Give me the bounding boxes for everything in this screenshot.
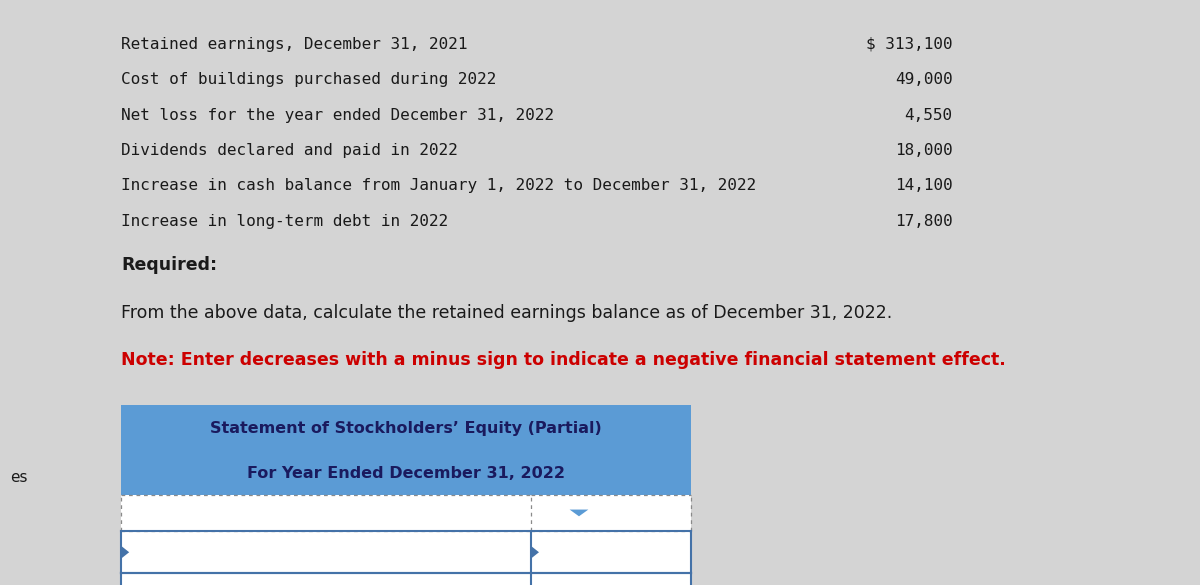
Text: Note: Enter decreases with a minus sign to indicate a negative financial stateme: Note: Enter decreases with a minus sign … [121,352,1006,370]
Polygon shape [570,510,588,517]
Text: 4,550: 4,550 [905,108,953,123]
Text: From the above data, calculate the retained earnings balance as of December 31, : From the above data, calculate the retai… [121,304,893,322]
Bar [121,405,690,453]
Text: 14,100: 14,100 [895,178,953,194]
Text: 49,000: 49,000 [895,73,953,87]
Text: Increase in long-term debt in 2022: Increase in long-term debt in 2022 [121,214,449,229]
Bar [121,495,690,531]
Bar [121,453,690,495]
Text: Dividends declared and paid in 2022: Dividends declared and paid in 2022 [121,143,458,158]
Polygon shape [532,546,539,559]
Bar [121,573,690,585]
Text: Retained earnings, December 31, 2021: Retained earnings, December 31, 2021 [121,37,468,52]
Text: Cost of buildings purchased during 2022: Cost of buildings purchased during 2022 [121,73,497,87]
Text: For Year Ended December 31, 2022: For Year Ended December 31, 2022 [247,466,565,481]
Text: Required:: Required: [121,256,217,274]
Text: $ 313,100: $ 313,100 [866,37,953,52]
Text: Statement of Stockholders’ Equity (Partial): Statement of Stockholders’ Equity (Parti… [210,421,602,436]
Text: 17,800: 17,800 [895,214,953,229]
Text: 18,000: 18,000 [895,143,953,158]
Polygon shape [121,546,130,559]
Bar [121,531,690,573]
Text: es: es [10,470,28,486]
Text: Increase in cash balance from January 1, 2022 to December 31, 2022: Increase in cash balance from January 1,… [121,178,757,194]
Text: Net loss for the year ended December 31, 2022: Net loss for the year ended December 31,… [121,108,554,123]
